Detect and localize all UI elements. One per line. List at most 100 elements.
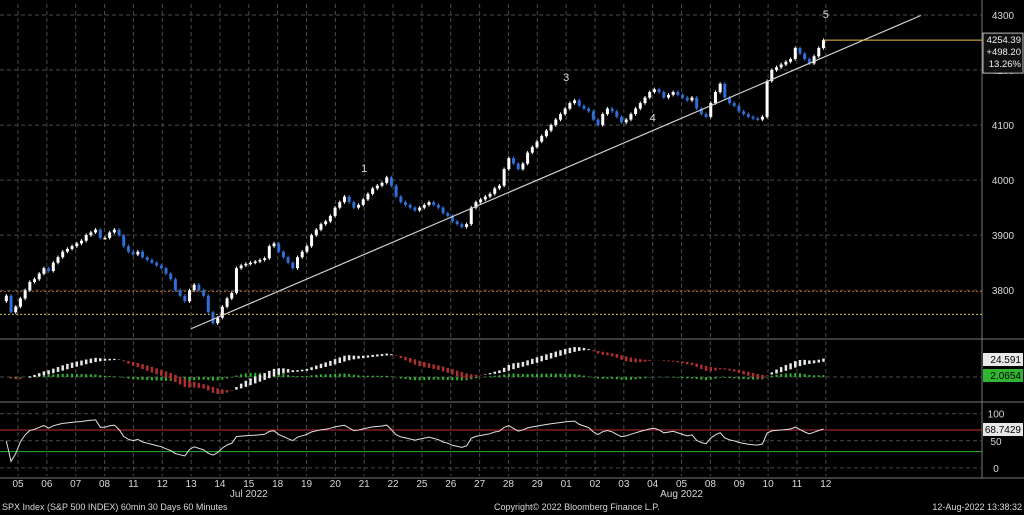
candle-body [723,83,727,98]
candle-body [352,202,356,208]
bloomberg-chart: 05 06 07 08 11 12 13 14 15 18 19 20 21 22 25 26 27 28 29 01… [0,0,1024,500]
candle-body [136,251,140,255]
y-tick-label: 3900 [992,231,1015,242]
candle-body [328,215,332,222]
candle-body [65,248,69,252]
candle-body [9,295,13,313]
wave-label-4: 4 [650,112,656,124]
candle-body [108,232,112,238]
candle-body [821,40,825,49]
last-price-pct: 13.26% [989,59,1022,70]
candle-body [413,207,417,211]
candle-body [408,204,412,208]
candle-body [319,224,323,230]
footer-bar: SPX Index (S&P 500 INDEX) 60min 30 Days … [0,500,1024,515]
candle-body [333,207,337,216]
candle-body [375,185,379,189]
candle-body [605,108,609,115]
candle-body [281,251,285,258]
candle-body [249,262,253,265]
candle-body [267,246,271,259]
candle-body [695,97,699,109]
candle-body [483,196,487,200]
candle-body [704,114,708,117]
candle-body [225,298,229,307]
candle-body [155,262,159,266]
x-tick-label: 15 [243,479,255,490]
candle-body [112,229,116,233]
candle-body [404,202,408,205]
candle-body [591,111,595,120]
candle-body [446,213,450,216]
x-tick-label: 27 [474,479,486,490]
candle-body [361,199,365,205]
candle-body [488,193,492,197]
candle-body [789,59,793,62]
candle-body [253,261,257,264]
candle-body [573,100,577,104]
candle-body [540,136,544,142]
candle-body [676,92,680,95]
month-label: Aug 2022 [660,489,703,500]
x-tick-label: 05 [676,479,688,490]
x-tick-label: 04 [647,479,659,490]
candle-body [479,199,483,203]
candle-body [610,108,614,112]
x-tick-label: 20 [330,479,342,490]
candle-body [126,246,130,252]
candle-body [18,298,22,307]
candle-body [342,196,346,203]
candle-body [760,116,764,120]
copyright-notice: Copyright© 2022 Bloomberg Finance L.P. [494,502,660,512]
candle-body [28,281,32,291]
trendline [190,14,922,330]
candle-body [427,202,431,205]
candle-body [563,108,567,115]
candle-body [70,246,74,249]
x-tick-label: 09 [734,479,746,490]
macd-value: 24.591 [990,355,1021,366]
candle-body [291,262,295,269]
candle-body [535,141,539,148]
x-tick-label: 01 [561,479,573,490]
month-label: Jul 2022 [230,489,268,500]
x-tick-label: 25 [416,479,428,490]
y-tick-label: 4300 [992,11,1015,22]
candle-body [751,116,755,119]
candle-body [784,61,788,65]
candle-body [629,114,633,120]
candle-body [798,48,802,54]
candle-body [737,105,741,112]
candle-body [685,97,689,101]
last-price-value: 4254.39 [987,35,1021,46]
candle-body [502,169,506,186]
candle-body [450,215,454,222]
candle-body [192,284,196,291]
candle-body [732,103,736,106]
candle-body [460,224,464,227]
candle-body [211,312,215,324]
wave-label-5: 5 [823,9,829,21]
x-tick-label: 13 [186,479,198,490]
x-tick-label: 08 [705,479,717,490]
candle-body [615,111,619,117]
candle-body [244,263,248,266]
x-tick-label: 12 [157,479,169,490]
candle-body [23,290,27,299]
candle-body [507,158,511,170]
candle-body [220,306,224,318]
x-tick-label: 26 [445,479,457,490]
candle-body [263,258,267,260]
x-tick-label: 06 [41,479,53,490]
candle-body [37,273,41,280]
candle-body [51,262,55,271]
candle-body [79,240,83,244]
candle-body [587,108,591,112]
signal-value: 2.0654 [990,371,1021,382]
candle-body [117,229,121,236]
x-tick-label: 02 [589,479,601,490]
candle-body [145,257,149,260]
y-tick-label: 4000 [992,176,1015,187]
candle-body [807,59,811,64]
rsi-value: 68.7429 [985,425,1022,436]
